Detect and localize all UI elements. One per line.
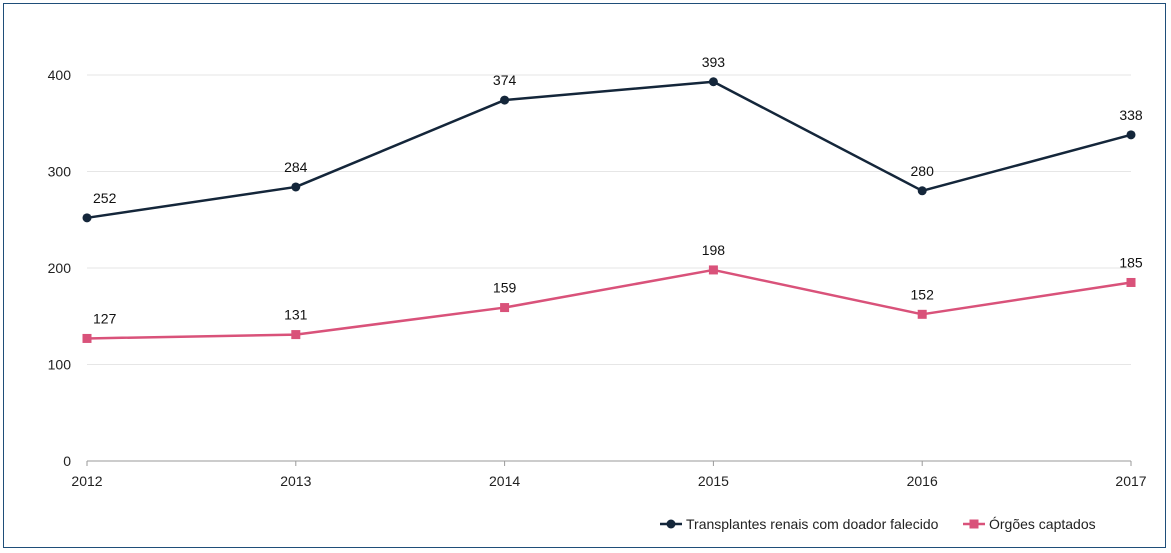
- point-s0-2014: [500, 95, 510, 105]
- data-label-s1-2014: 159: [493, 280, 517, 296]
- point-s1-2016: [917, 309, 927, 319]
- data-label-s0-2015: 393: [702, 54, 726, 70]
- y-tick-label-300: 300: [48, 164, 72, 180]
- x-tick-label-2013: 2013: [280, 473, 311, 489]
- x-tick-label-2016: 2016: [907, 473, 938, 489]
- data-label-s1-2015: 198: [702, 242, 726, 258]
- point-s1-2012: [82, 333, 92, 343]
- point-s1-2014: [500, 303, 510, 313]
- y-tick-label-400: 400: [48, 67, 72, 83]
- point-s0-2017: [1126, 130, 1136, 140]
- point-s1-2017: [1126, 277, 1136, 287]
- y-tick-label-100: 100: [48, 357, 72, 373]
- x-tick-label-2012: 2012: [71, 473, 102, 489]
- point-s0-2015: [708, 77, 718, 87]
- legend-marker-1: [969, 519, 979, 529]
- data-label-s0-2012: 252: [93, 190, 117, 206]
- x-tick-label-2014: 2014: [489, 473, 520, 489]
- legend-marker-0: [666, 519, 676, 529]
- data-label-s1-2012: 127: [93, 310, 117, 326]
- data-label-s1-2016: 152: [911, 286, 935, 302]
- y-tick-label-200: 200: [48, 260, 72, 276]
- point-s0-2012: [82, 213, 92, 223]
- data-label-s1-2017: 185: [1119, 254, 1143, 270]
- x-tick-label-2017: 2017: [1115, 473, 1146, 489]
- series-line-0: [86, 80, 1132, 220]
- legend-label-0: Transplantes renais com doador falecido: [686, 516, 939, 532]
- point-s0-2016: [917, 186, 927, 196]
- data-label-s0-2017: 338: [1119, 107, 1143, 123]
- legend: Transplantes renais com doador falecido Ó…: [660, 516, 1096, 532]
- data-label-s0-2016: 280: [911, 163, 935, 179]
- series-group: [82, 77, 1136, 343]
- point-s1-2015: [708, 265, 718, 275]
- point-s1-2013: [291, 330, 301, 340]
- y-tick-label-0: 0: [63, 453, 71, 469]
- series-line-1: [86, 268, 1132, 340]
- data-label-s0-2013: 284: [284, 159, 308, 175]
- point-s0-2013: [291, 182, 301, 192]
- legend-label-1: Órgões captados: [989, 516, 1096, 532]
- data-labels: 252 284 374 393 280 338 127 131 159 198 152 185: [93, 54, 1143, 327]
- x-tick-label-2015: 2015: [698, 473, 729, 489]
- axes: 0 100 200 300 400 2012 2013 2014 2015 2016 2017: [48, 67, 1147, 489]
- gridlines: [87, 74, 1131, 365]
- data-label-s1-2013: 131: [284, 307, 308, 323]
- data-label-s0-2014: 374: [493, 72, 517, 88]
